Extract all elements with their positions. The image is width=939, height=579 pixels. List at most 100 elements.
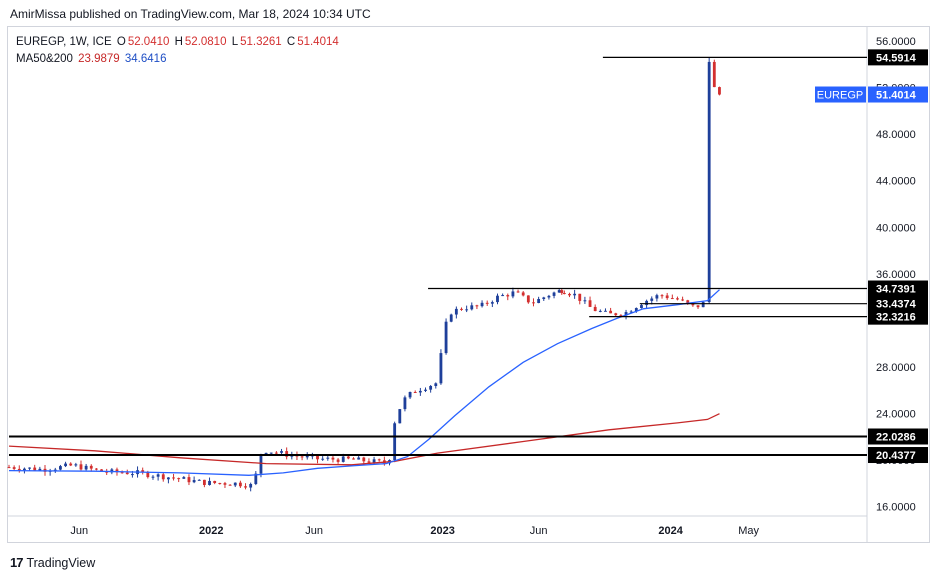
symbol-tag [815, 86, 866, 103]
candle-body [213, 480, 217, 484]
level-tag-label: 34.7391 [876, 284, 916, 296]
candle-body [362, 457, 366, 462]
candle-body [470, 305, 474, 310]
candle-body [197, 479, 201, 481]
last-price-tag [868, 86, 928, 103]
candle-body [418, 390, 422, 393]
candle-body [593, 306, 597, 312]
y-tick-label: 48.0000 [876, 129, 916, 141]
candle-body [640, 305, 643, 309]
candle-body [485, 302, 489, 304]
candle-body [454, 308, 458, 315]
candle-body [316, 455, 319, 460]
level-tag-label: 22.0286 [876, 431, 916, 443]
candle-body [53, 469, 57, 471]
close-label: C [286, 36, 296, 48]
candle-body [634, 308, 638, 312]
candle-body [465, 309, 469, 311]
y-tick-label: 24.0000 [876, 409, 916, 421]
candle-body [562, 293, 566, 295]
candle-body [326, 457, 330, 459]
candle-body [244, 486, 247, 488]
candle-body [676, 298, 679, 300]
footer: 17 TradingView [10, 555, 95, 570]
candle-body [69, 463, 73, 466]
candle-body [151, 476, 155, 478]
candle-body [496, 295, 499, 303]
x-tick-label: May [738, 525, 759, 537]
candle-body [223, 483, 227, 485]
candle-body [501, 295, 505, 297]
candle-body [94, 468, 98, 470]
candle-body [100, 469, 103, 472]
candle-body [125, 472, 129, 475]
candle-body [629, 311, 633, 313]
candle-body [372, 459, 376, 463]
chart-frame[interactable] [7, 26, 930, 543]
candle-body [660, 295, 664, 297]
level-tag [868, 308, 928, 325]
x-tick-label: Jun [530, 525, 548, 537]
candle-body [624, 312, 628, 316]
candle-body [208, 480, 211, 485]
candle-body [33, 467, 37, 471]
candle-body [444, 321, 448, 354]
candle-body [182, 477, 186, 479]
candle-body [146, 472, 150, 478]
candle-body [156, 474, 160, 477]
candle-body [346, 456, 350, 459]
ma200-value: 34.6416 [124, 53, 167, 65]
candle-body [598, 310, 602, 312]
candle-body [398, 409, 402, 424]
candle-body [130, 474, 134, 476]
candle-body [290, 455, 294, 457]
published-info: AmirMissa published on TradingView.com, … [10, 7, 371, 21]
candle-body [341, 456, 345, 462]
candle-body [408, 392, 412, 398]
ma50-line [8, 413, 720, 466]
level-tag [868, 280, 928, 297]
candle-body [238, 482, 242, 487]
level-tag-label: 33.4374 [876, 299, 917, 311]
high-label: H [174, 36, 183, 48]
candle-body [583, 300, 587, 302]
x-tick-label: 2022 [199, 525, 223, 537]
candle-body [588, 300, 592, 307]
candle-body [228, 484, 232, 486]
candle-body [403, 397, 407, 410]
y-tick-label: 36.0000 [876, 269, 916, 281]
candle-body [696, 305, 700, 308]
candle-body [172, 477, 175, 479]
candle-body [79, 464, 83, 470]
candle-body [552, 292, 556, 296]
candle-body [177, 478, 181, 480]
x-tick-label: 2024 [658, 525, 683, 537]
candle-body [460, 308, 463, 310]
candle-body [89, 465, 93, 469]
ma50-value: 23.9879 [78, 53, 120, 65]
candle-body [701, 302, 705, 308]
candle-body [560, 290, 564, 294]
candle-body [568, 293, 571, 296]
candle-body [254, 473, 258, 484]
candle-body [393, 423, 397, 461]
candle-body [161, 474, 165, 480]
low-value: 51.3261 [240, 36, 282, 48]
candle-body [614, 313, 618, 316]
candle-body [377, 459, 381, 461]
candle-body [249, 483, 253, 488]
high-value: 52.0810 [184, 36, 227, 48]
candle-body [604, 310, 607, 312]
x-tick-label: 2023 [430, 525, 454, 537]
y-tick-label: 40.0000 [876, 222, 916, 234]
candle-body [532, 302, 535, 304]
candle-body [475, 305, 479, 307]
candle-body [655, 295, 659, 299]
candle-body [64, 463, 67, 467]
candle-body [305, 455, 309, 458]
open-value: 52.0410 [127, 36, 170, 48]
candle-body [23, 468, 26, 471]
candle-body [12, 467, 16, 469]
candle-body [718, 87, 721, 95]
